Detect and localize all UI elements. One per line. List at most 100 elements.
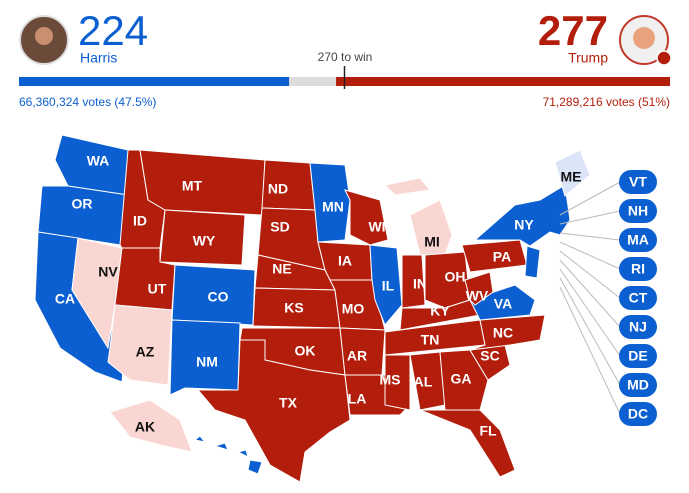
state-shape	[469, 284, 536, 321]
small-state-label: DC	[628, 406, 648, 422]
leader-line	[559, 241, 621, 270]
state-label: NC	[493, 325, 513, 341]
state-label: AR	[347, 348, 367, 364]
harris-bar	[19, 77, 290, 86]
small-state-badge	[619, 199, 657, 223]
small-state-label: NJ	[629, 319, 647, 335]
small-state-label: MD	[627, 377, 649, 393]
state-label: NV	[98, 264, 118, 280]
state-shape	[419, 409, 516, 478]
state-shape	[139, 149, 266, 216]
state-shape	[196, 339, 351, 483]
state-label: LA	[348, 391, 367, 407]
state-label: CO	[208, 289, 229, 305]
state-shape	[159, 209, 246, 266]
state-label: OR	[72, 196, 93, 212]
small-state-badge	[619, 402, 657, 426]
state-label: IA	[338, 253, 352, 269]
state-label: NM	[196, 354, 218, 370]
state-label: KS	[284, 300, 303, 316]
leader-line	[559, 232, 621, 241]
trump-face	[633, 27, 655, 49]
trump-name: Trump	[568, 50, 608, 66]
state-shape	[473, 184, 571, 279]
state-shape	[193, 435, 263, 475]
state-label: NY	[514, 217, 534, 233]
harris-name: Harris	[80, 50, 117, 66]
small-state-badge	[619, 228, 657, 252]
state-label: ID	[133, 213, 147, 229]
state-shape	[383, 177, 453, 256]
state-label: GA	[451, 371, 472, 387]
leader-line	[559, 210, 621, 225]
state-label: WV	[466, 288, 489, 304]
state-label: TN	[421, 332, 440, 348]
state-label: AZ	[136, 344, 155, 360]
state-label: IN	[413, 276, 427, 292]
small-state-label: RI	[631, 261, 645, 277]
state-shape	[107, 304, 173, 386]
small-state-badge	[619, 286, 657, 310]
state-label: PA	[493, 249, 511, 265]
state-label: MN	[322, 199, 344, 215]
trump-electoral-votes: 277	[538, 7, 608, 54]
state-shape	[369, 244, 403, 326]
state-shape	[344, 189, 389, 246]
state-label: ND	[268, 181, 288, 197]
state-shape	[169, 319, 241, 396]
state-label: WY	[193, 233, 216, 249]
state-label: MT	[182, 178, 203, 194]
state-shape	[384, 354, 411, 411]
small-state-label: VT	[629, 174, 647, 190]
state-label: KY	[430, 303, 450, 319]
state-label: SC	[480, 348, 499, 364]
state-label: FL	[479, 423, 497, 439]
state-shape	[439, 349, 489, 411]
state-label: HI	[215, 457, 229, 473]
small-state-badge	[619, 315, 657, 339]
leader-line	[559, 277, 621, 386]
state-label: IL	[382, 278, 395, 294]
state-label: AL	[414, 374, 433, 390]
state-label: AK	[135, 419, 155, 435]
state-label: SD	[270, 219, 289, 235]
small-state-badge	[619, 373, 657, 397]
harris-face	[35, 27, 53, 45]
leader-line	[559, 181, 621, 216]
state-label: VA	[494, 296, 512, 312]
state-label: MS	[380, 372, 401, 388]
harris-electoral-votes: 224	[78, 7, 148, 54]
state-shape	[554, 149, 591, 197]
state-label: ME	[561, 169, 582, 185]
state-shape	[464, 271, 494, 306]
state-label: OH	[445, 269, 466, 285]
leader-line	[559, 286, 621, 415]
trump-bar	[336, 77, 670, 86]
state-label: NE	[272, 261, 291, 277]
small-state-badge	[619, 170, 657, 194]
harris-votes: 66,360,324 votes (47.5%)	[19, 95, 156, 109]
small-state-label: CT	[629, 290, 648, 306]
state-label: TX	[279, 395, 298, 411]
win-threshold-label: 270 to win	[318, 50, 373, 64]
small-state-label: MA	[627, 232, 649, 248]
small-state-badge	[619, 344, 657, 368]
state-label: OK	[295, 343, 316, 359]
state-label: UT	[148, 281, 167, 297]
state-label: WI	[368, 219, 385, 235]
map: WA OR CA NV ID MT WY UT AZ CO NM ND SD NE KS OK TX MN IA MO…	[34, 134, 657, 483]
state-shape	[401, 254, 426, 309]
state-label: MO	[342, 301, 365, 317]
small-state-badge	[619, 257, 657, 281]
trump-votes: 71,289,216 votes (51%)	[543, 95, 670, 109]
leader-line	[559, 268, 621, 357]
leader-line	[559, 250, 621, 299]
state-label: WA	[87, 153, 110, 169]
state-shape	[109, 399, 193, 453]
state-label: CA	[55, 291, 75, 307]
small-state-label: DE	[628, 348, 647, 364]
leader-line	[559, 259, 621, 328]
small-state-label: NH	[628, 203, 648, 219]
state-shape	[469, 314, 546, 351]
